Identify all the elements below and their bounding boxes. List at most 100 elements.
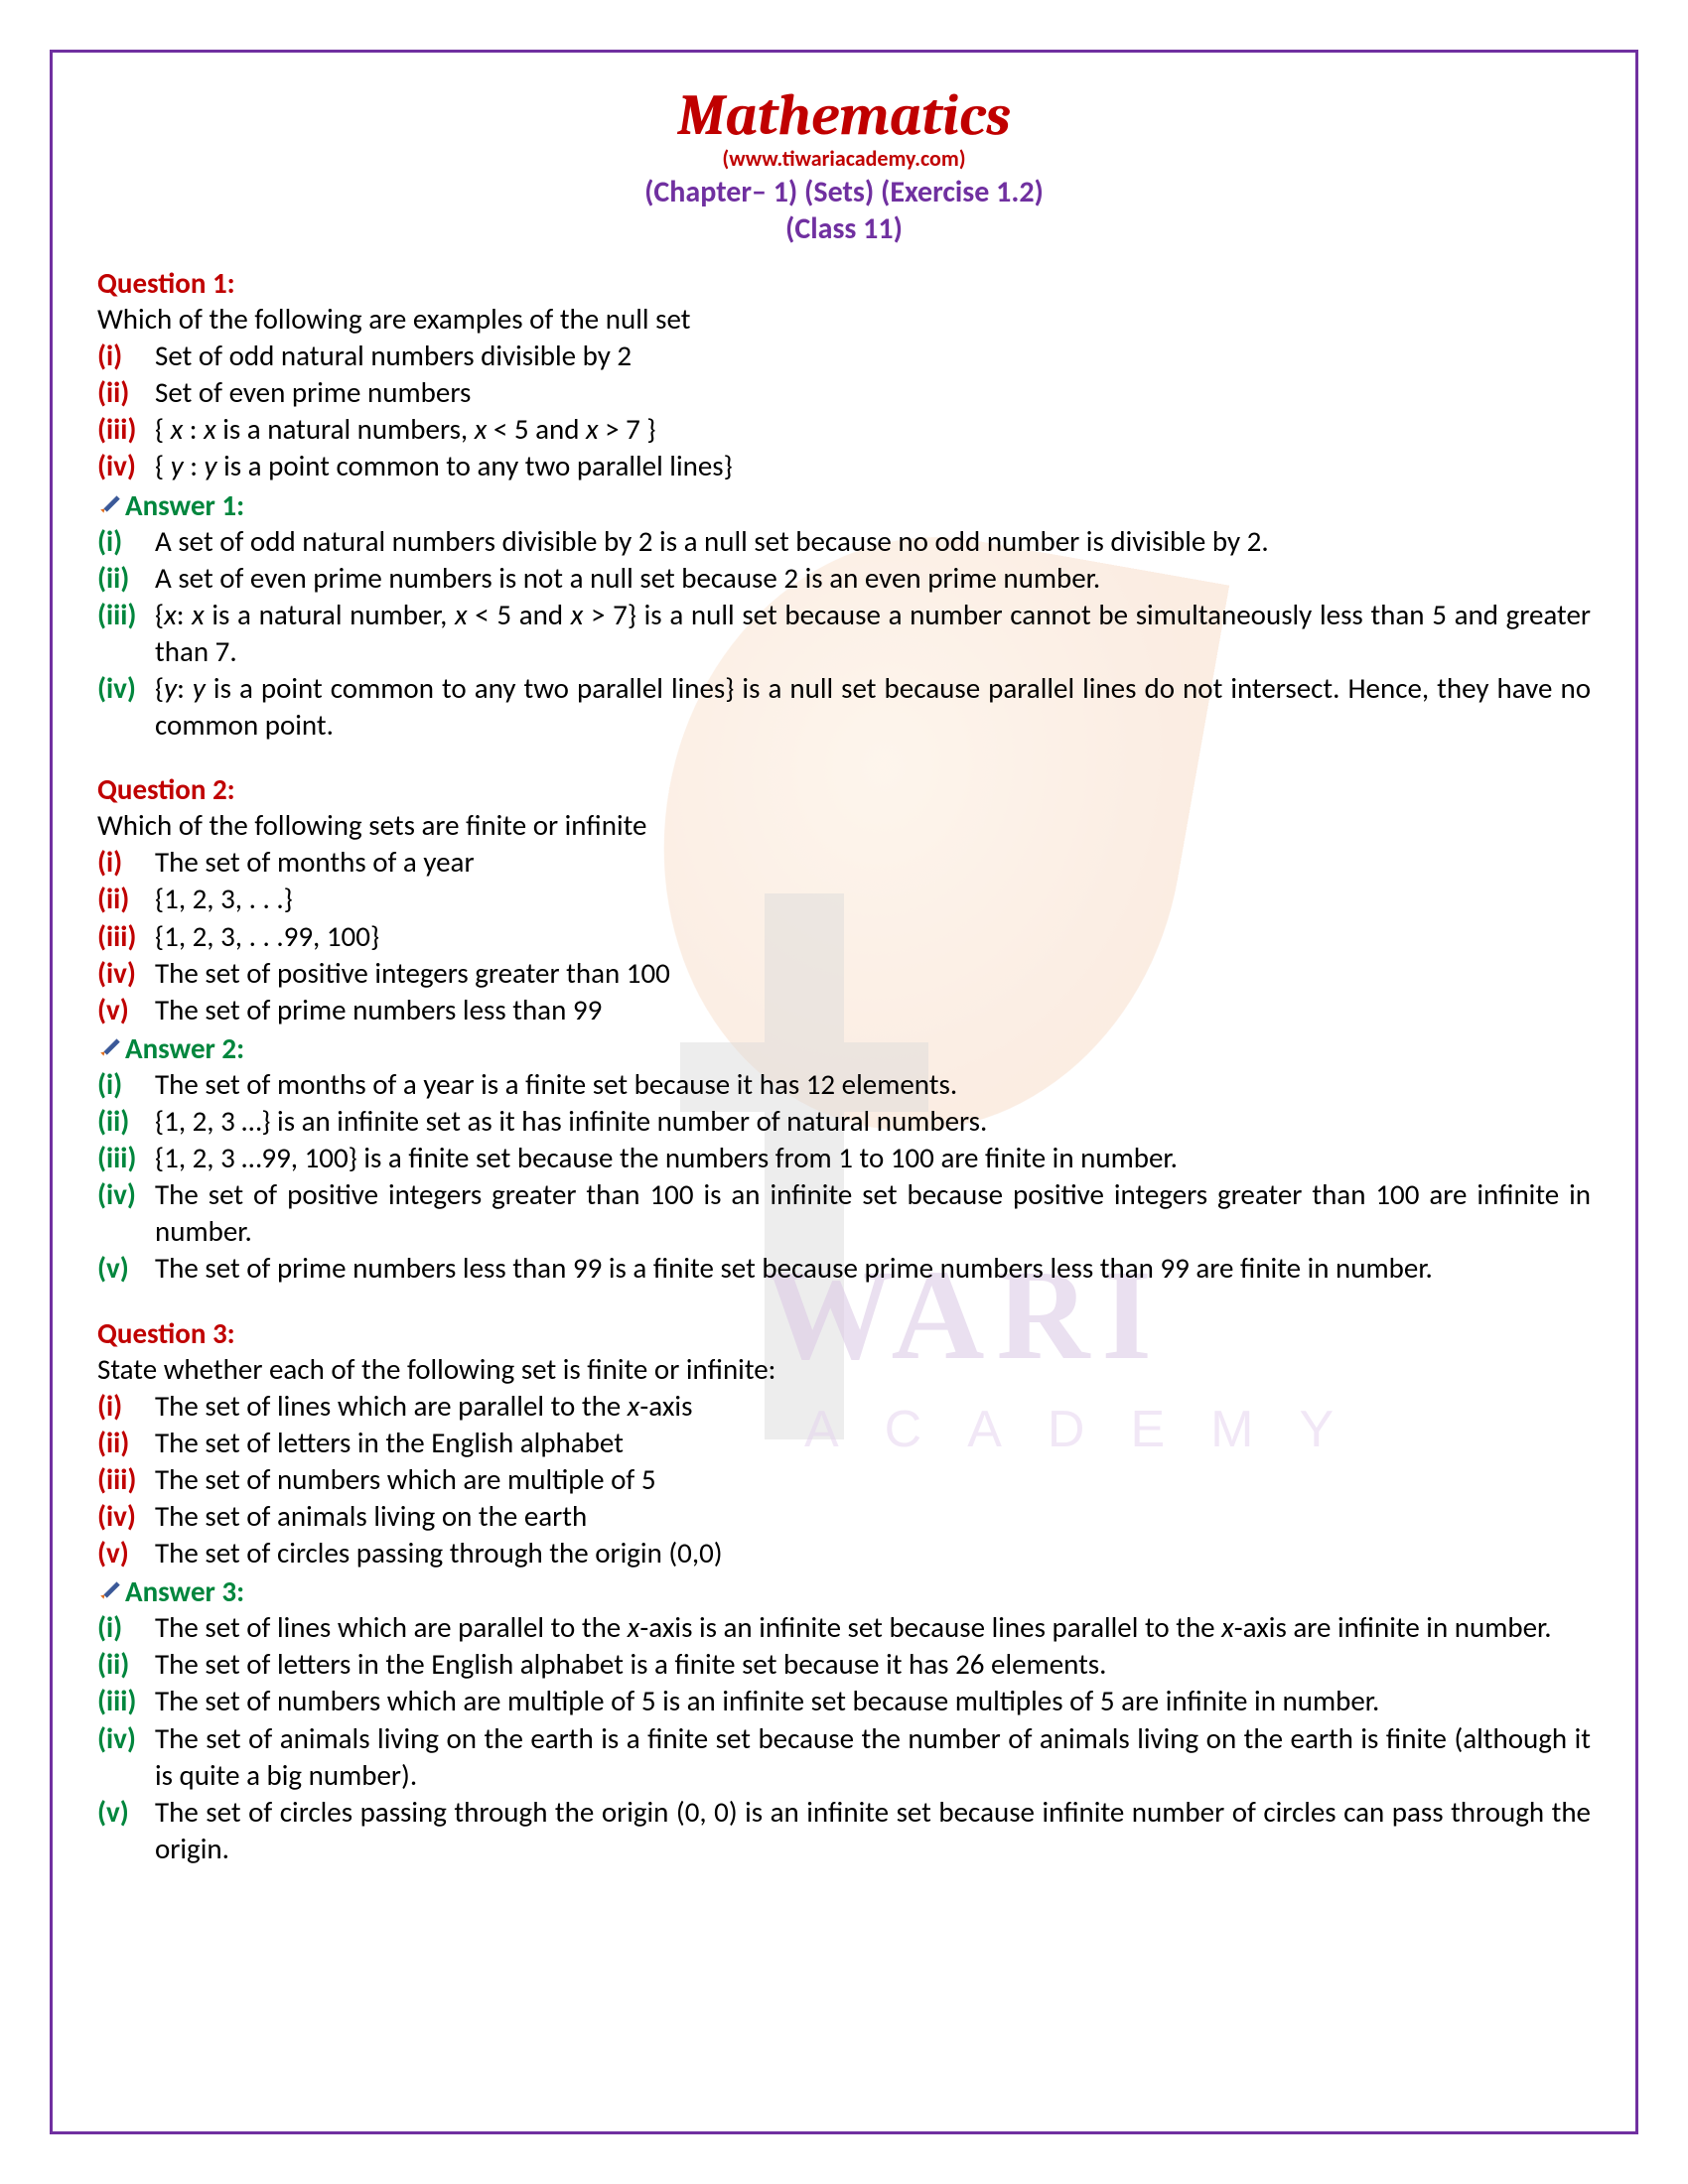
option-text: {1, 2, 3, . . .} (155, 881, 1591, 917)
answer-marker: (ii) (97, 1646, 155, 1683)
pencil-icon (97, 489, 123, 511)
option-marker: (v) (97, 992, 155, 1028)
answer-text: The set of lines which are parallel to t… (155, 1609, 1591, 1646)
answer-label-text: Answer 1: (125, 487, 244, 523)
option-text: The set of numbers which are multiple of… (155, 1461, 1591, 1498)
pencil-icon (97, 1575, 123, 1597)
option-marker: (i) (97, 1388, 155, 1425)
option-marker: (i) (97, 844, 155, 881)
option-marker: (iii) (97, 1461, 155, 1498)
option-marker: (iv) (97, 955, 155, 992)
option-marker: (i) (97, 338, 155, 374)
answer-text: {1, 2, 3 …99, 100} is a finite set becau… (155, 1140, 1591, 1176)
question-2-option-i: (i) The set of months of a year (97, 844, 1591, 881)
answer-1-i: (i) A set of odd natural numbers divisib… (97, 523, 1591, 560)
answer-2-iv: (iv) The set of positive integers greate… (97, 1176, 1591, 1250)
option-text: The set of prime numbers less than 99 (155, 992, 1591, 1028)
answer-3-ii: (ii) The set of letters in the English a… (97, 1646, 1591, 1683)
question-2-option-v: (v) The set of prime numbers less than 9… (97, 992, 1591, 1028)
question-2-text: Which of the following sets are finite o… (97, 807, 1591, 844)
answer-3-label: Answer 3: (97, 1573, 1591, 1609)
answer-label-text: Answer 3: (125, 1573, 244, 1609)
answer-marker: (iii) (97, 1140, 155, 1176)
answer-marker: (iii) (97, 597, 155, 670)
question-2-option-iv: (iv) The set of positive integers greate… (97, 955, 1591, 992)
answer-marker: (ii) (97, 560, 155, 597)
option-text: {1, 2, 3, . . .99, 100} (155, 918, 1591, 955)
option-text: The set of animals living on the earth (155, 1498, 1591, 1535)
question-1-text: Which of the following are examples of t… (97, 301, 1591, 338)
answer-2-i: (i) The set of months of a year is a fin… (97, 1066, 1591, 1103)
question-1-label: Question 1: (97, 265, 1591, 301)
answer-2-label: Answer 2: (97, 1030, 1591, 1066)
question-1-option-ii: (ii) Set of even prime numbers (97, 374, 1591, 411)
option-marker: (v) (97, 1535, 155, 1571)
answer-marker: (i) (97, 523, 155, 560)
option-text: { x : x is a natural numbers, x < 5 and … (155, 411, 1591, 448)
option-text: The set of lines which are parallel to t… (155, 1388, 1591, 1425)
question-3-text: State whether each of the following set … (97, 1351, 1591, 1388)
answer-marker: (iii) (97, 1683, 155, 1719)
question-1-option-i: (i) Set of odd natural numbers divisible… (97, 338, 1591, 374)
option-marker: (ii) (97, 881, 155, 917)
answer-3-i: (i) The set of lines which are parallel … (97, 1609, 1591, 1646)
answer-text: {1, 2, 3 …} is an infinite set as it has… (155, 1103, 1591, 1140)
answer-2-iii: (iii) {1, 2, 3 …99, 100} is a finite set… (97, 1140, 1591, 1176)
answer-1-ii: (ii) A set of even prime numbers is not … (97, 560, 1591, 597)
spacer (97, 744, 1591, 769)
answer-text: The set of animals living on the earth i… (155, 1720, 1591, 1794)
answer-text: The set of letters in the English alphab… (155, 1646, 1591, 1683)
chapter-label: (Chapter– 1) (Sets) (Exercise 1.2) (97, 174, 1591, 210)
answer-3-iv: (iv) The set of animals living on the ea… (97, 1720, 1591, 1794)
option-marker: (iv) (97, 1498, 155, 1535)
website-url: (www.tiwariacademy.com) (97, 145, 1591, 172)
option-marker: (iii) (97, 918, 155, 955)
answer-1-label: Answer 1: (97, 487, 1591, 523)
page-border: WARI ACADEMY Mathematics (www.tiwariacad… (50, 50, 1638, 2134)
answer-marker: (iv) (97, 1720, 155, 1794)
pencil-icon (97, 1032, 123, 1054)
option-marker: (iii) (97, 411, 155, 448)
answer-marker: (iv) (97, 1176, 155, 1250)
document-header: Mathematics (www.tiwariacademy.com) (Cha… (97, 82, 1591, 247)
option-text: The set of circles passing through the o… (155, 1535, 1591, 1571)
answer-marker: (ii) (97, 1103, 155, 1140)
answer-1-iv: (iv) {y: y is a point common to any two … (97, 670, 1591, 744)
class-label: (Class 11) (97, 210, 1591, 247)
document-content: Mathematics (www.tiwariacademy.com) (Cha… (97, 82, 1591, 1867)
option-marker: (ii) (97, 374, 155, 411)
answer-1-iii: (iii) {x: x is a natural number, x < 5 a… (97, 597, 1591, 670)
question-3-option-iii: (iii) The set of numbers which are multi… (97, 1461, 1591, 1498)
answer-3-v: (v) The set of circles passing through t… (97, 1794, 1591, 1867)
question-3-label: Question 3: (97, 1315, 1591, 1351)
question-2-label: Question 2: (97, 771, 1591, 807)
question-1-option-iv: (iv) { y : y is a point common to any tw… (97, 448, 1591, 484)
answer-text: The set of months of a year is a finite … (155, 1066, 1591, 1103)
question-3-option-ii: (ii) The set of letters in the English a… (97, 1425, 1591, 1461)
answer-marker: (i) (97, 1066, 155, 1103)
answer-marker: (iv) (97, 670, 155, 744)
option-marker: (ii) (97, 1425, 155, 1461)
question-3-option-iv: (iv) The set of animals living on the ea… (97, 1498, 1591, 1535)
page-title: Mathematics (97, 82, 1591, 149)
question-1-option-iii: (iii) { x : x is a natural numbers, x < … (97, 411, 1591, 448)
answer-3-iii: (iii) The set of numbers which are multi… (97, 1683, 1591, 1719)
option-text: The set of letters in the English alphab… (155, 1425, 1591, 1461)
answer-marker: (v) (97, 1794, 155, 1867)
answer-text: {y: y is a point common to any two paral… (155, 670, 1591, 744)
option-marker: (iv) (97, 448, 155, 484)
question-2-option-iii: (iii) {1, 2, 3, . . .99, 100} (97, 918, 1591, 955)
spacer (97, 1288, 1591, 1313)
answer-text: A set of even prime numbers is not a nul… (155, 560, 1591, 597)
option-text: { y : y is a point common to any two par… (155, 448, 1591, 484)
question-3-option-i: (i) The set of lines which are parallel … (97, 1388, 1591, 1425)
option-text: The set of positive integers greater tha… (155, 955, 1591, 992)
answer-text: The set of prime numbers less than 99 is… (155, 1250, 1591, 1287)
answer-marker: (i) (97, 1609, 155, 1646)
question-2-option-ii: (ii) {1, 2, 3, . . .} (97, 881, 1591, 917)
answer-text: The set of circles passing through the o… (155, 1794, 1591, 1867)
answer-marker: (v) (97, 1250, 155, 1287)
answer-2-v: (v) The set of prime numbers less than 9… (97, 1250, 1591, 1287)
option-text: Set of even prime numbers (155, 374, 1591, 411)
option-text: The set of months of a year (155, 844, 1591, 881)
